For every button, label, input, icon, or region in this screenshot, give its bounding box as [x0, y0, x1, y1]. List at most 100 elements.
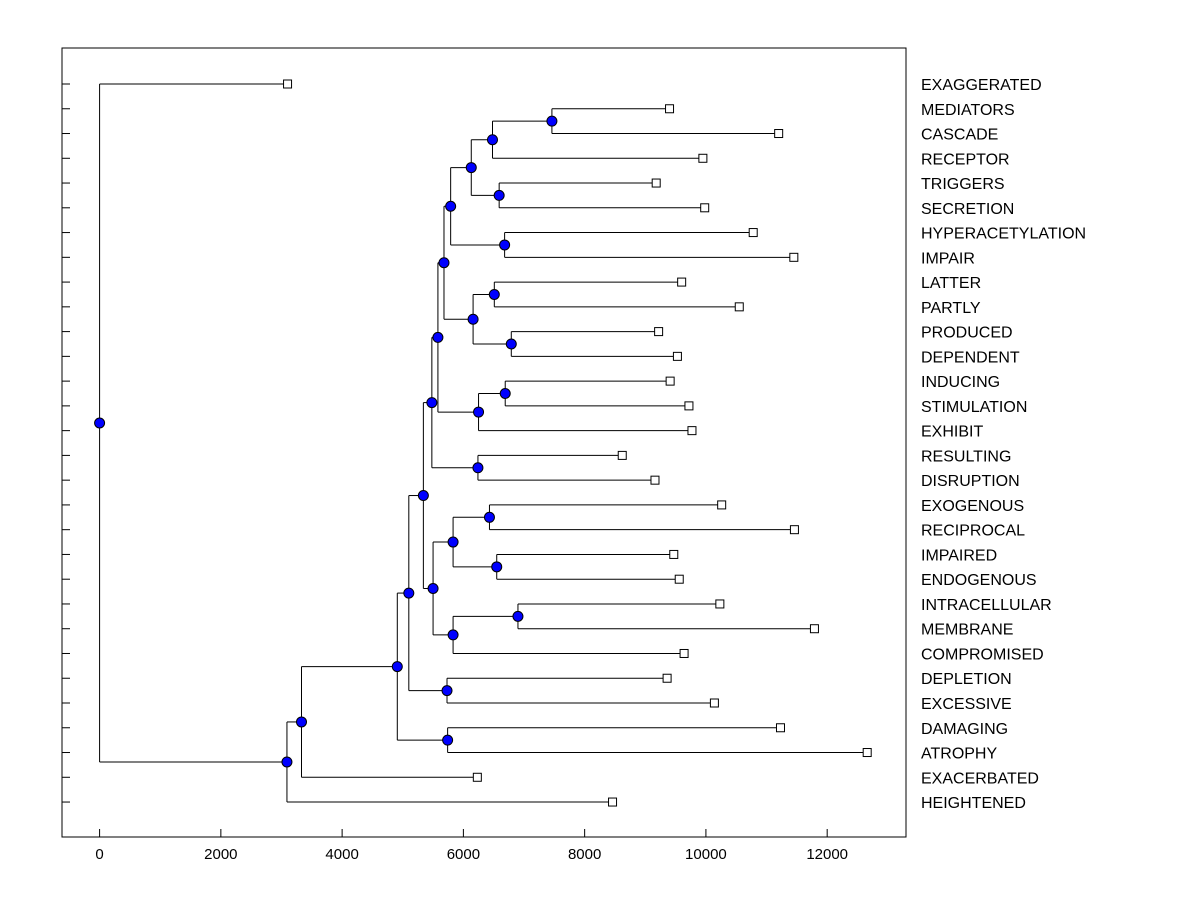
merge-node-marker	[499, 388, 511, 399]
leaf-marker	[665, 104, 675, 114]
leaf-marker	[472, 772, 482, 782]
leaf-marker	[669, 549, 679, 559]
leaf-label-produced: PRODUCED	[921, 325, 1013, 342]
leaf-marker	[734, 302, 744, 312]
merge-node-marker	[491, 561, 503, 573]
branch-lines	[99, 83, 868, 803]
leaf-label-cascade: CASCADE	[921, 127, 998, 144]
leaf-marker	[651, 178, 661, 188]
merge-node-marker	[295, 716, 307, 728]
leaf-label-membrane: MEMBRANE	[921, 622, 1013, 639]
merge-node-marker	[467, 313, 479, 325]
merge-node-marker	[281, 756, 293, 768]
merge-node-marker	[493, 189, 505, 201]
merge-node-marker	[486, 134, 498, 146]
merge-node-marker	[391, 661, 403, 673]
leaf-label-exaggerated: EXAGGERATED	[921, 77, 1042, 94]
leaf-marker	[717, 500, 727, 510]
leaf-label-disruption: DISRUPTION	[921, 473, 1020, 490]
merge-node-marker	[417, 490, 429, 502]
leaf-marker	[698, 153, 708, 163]
leaf-marker	[862, 748, 872, 758]
leaf-label-inducing: INDUCING	[921, 374, 1000, 391]
leaf-marker	[789, 252, 799, 262]
leaf-label-resulting: RESULTING	[921, 448, 1011, 465]
node-markers	[94, 115, 558, 768]
merge-node-marker	[483, 511, 495, 523]
leaf-label-partly: PARTLY	[921, 300, 981, 317]
leaf-label-latter: LATTER	[921, 275, 981, 292]
leaf-label-secretion: SECRETION	[921, 201, 1014, 218]
merge-node-marker	[499, 239, 511, 251]
leaf-label-intracellular: INTRACELLULAR	[921, 597, 1052, 614]
x-tick-label: 8000	[568, 846, 601, 863]
x-tick-label: 6000	[447, 846, 480, 863]
leaf-marker	[665, 376, 675, 386]
merge-node-marker	[442, 734, 454, 746]
leaf-markers	[283, 79, 872, 807]
leaf-marker	[687, 426, 697, 436]
merge-node-marker	[512, 610, 524, 622]
merge-node-marker	[505, 338, 517, 350]
merge-node-marker	[473, 406, 485, 418]
leaf-marker	[650, 475, 660, 485]
leaf-label-impair: IMPAIR	[921, 250, 975, 267]
leaf-marker	[748, 228, 758, 238]
leaf-label-receptor: RECEPTOR	[921, 151, 1010, 168]
leaf-marker	[715, 599, 725, 609]
x-axis: 0 2000 4000 6000 8000 10000 12000	[95, 829, 848, 863]
merge-node-marker	[427, 582, 439, 594]
merge-node-marker	[438, 257, 450, 269]
leaf-label-endogenous: ENDOGENOUS	[921, 572, 1037, 589]
leaf-marker	[283, 79, 293, 89]
leaf-marker	[809, 624, 819, 634]
merge-node-marker	[432, 331, 444, 343]
leaf-label-reciprocal: RECIPROCAL	[921, 523, 1025, 540]
leaf-label-mediators: MEDIATORS	[921, 102, 1015, 119]
leaf-marker	[774, 129, 784, 139]
leaf-label-depletion: DEPLETION	[921, 671, 1012, 688]
leaf-marker	[679, 648, 689, 658]
merge-node-marker	[488, 288, 500, 300]
merge-node-marker	[441, 685, 453, 697]
leaf-label-hyperacetylation: HYPERACETYLATION	[921, 226, 1086, 243]
merge-node-marker	[546, 115, 558, 127]
leaf-label-exhibit: EXHIBIT	[921, 424, 983, 441]
leaf-label-atrophy: ATROPHY	[921, 746, 997, 763]
merge-node-marker	[445, 200, 457, 212]
merge-node-marker	[465, 162, 477, 174]
merge-node-marker	[472, 462, 484, 474]
x-tick-label: 12000	[806, 846, 848, 863]
x-tick-label: 10000	[685, 846, 727, 863]
merge-node-marker	[426, 397, 438, 409]
merge-node-marker	[94, 417, 106, 429]
x-tick-label: 4000	[325, 846, 358, 863]
merge-node-marker	[403, 587, 415, 599]
leaf-label-exogenous: EXOGENOUS	[921, 498, 1024, 515]
leaf-marker	[677, 277, 687, 287]
leaf-marker	[654, 327, 664, 337]
leaf-label-dependent: DEPENDENT	[921, 349, 1020, 366]
leaf-marker	[608, 797, 618, 807]
merge-node-marker	[447, 536, 459, 548]
leaf-label-exacerbated: EXACERBATED	[921, 770, 1039, 787]
leaf-marker	[684, 401, 694, 411]
y-axis-ticks	[62, 83, 70, 803]
x-tick-label: 2000	[204, 846, 237, 863]
leaf-label-heightened: HEIGHTENED	[921, 795, 1026, 812]
leaf-label-compromised: COMPROMISED	[921, 646, 1044, 663]
leaf-label-impaired: IMPAIRED	[921, 547, 997, 564]
leaf-marker	[662, 673, 672, 683]
leaf-label-stimulation: STIMULATION	[921, 399, 1027, 416]
leaf-marker	[617, 450, 627, 460]
merge-node-marker	[447, 629, 459, 641]
leaf-marker	[709, 698, 719, 708]
leaf-marker	[789, 525, 799, 535]
leaf-label-triggers: TRIGGERS	[921, 176, 1005, 193]
leaf-marker	[775, 723, 785, 733]
leaf-marker	[672, 351, 682, 361]
leaf-labels: EXAGGERATED MEDIATORS CASCADE RECEPTOR TRIGG…	[921, 77, 1086, 812]
leaf-marker	[700, 203, 710, 213]
plot-frame	[61, 47, 907, 838]
